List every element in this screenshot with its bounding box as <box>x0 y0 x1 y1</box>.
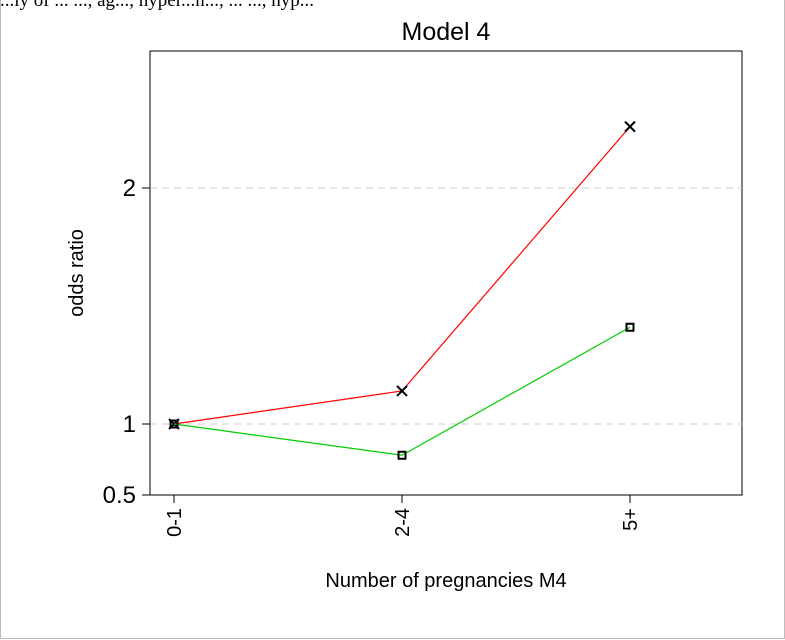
series-line <box>173 126 631 425</box>
x-tick-label: 2-4 <box>392 508 414 537</box>
series-line <box>173 326 631 456</box>
data-point-square <box>397 450 407 460</box>
chart-title: Model 4 <box>402 18 491 46</box>
x-tick-label: 0-1 <box>164 508 186 537</box>
y-tick-label: 0.5 <box>103 482 136 509</box>
truncated-caption-text: ...ly of ... ..., ag..., hyper...n..., .… <box>0 0 315 11</box>
plot-area-border <box>149 50 743 496</box>
x-axis: 0-1 2-4 5+ <box>164 494 642 537</box>
x-tick-label: 5+ <box>620 508 642 531</box>
data-point-square <box>625 322 635 332</box>
data-point-square <box>169 419 179 429</box>
data-point-cross <box>396 385 408 397</box>
y-tick-label: 1 <box>123 411 136 438</box>
series-layer <box>168 120 636 460</box>
y-axis: 0.5 1 2 <box>103 175 151 509</box>
x-axis-label: Number of pregnancies M4 <box>325 570 566 592</box>
cross-stroke <box>396 385 408 397</box>
y-tick-label: 2 <box>123 175 136 202</box>
data-point-cross <box>624 120 636 133</box>
y-axis-label: odds ratio <box>66 229 88 317</box>
reference-lines <box>150 187 742 425</box>
cross-stroke <box>624 120 636 133</box>
